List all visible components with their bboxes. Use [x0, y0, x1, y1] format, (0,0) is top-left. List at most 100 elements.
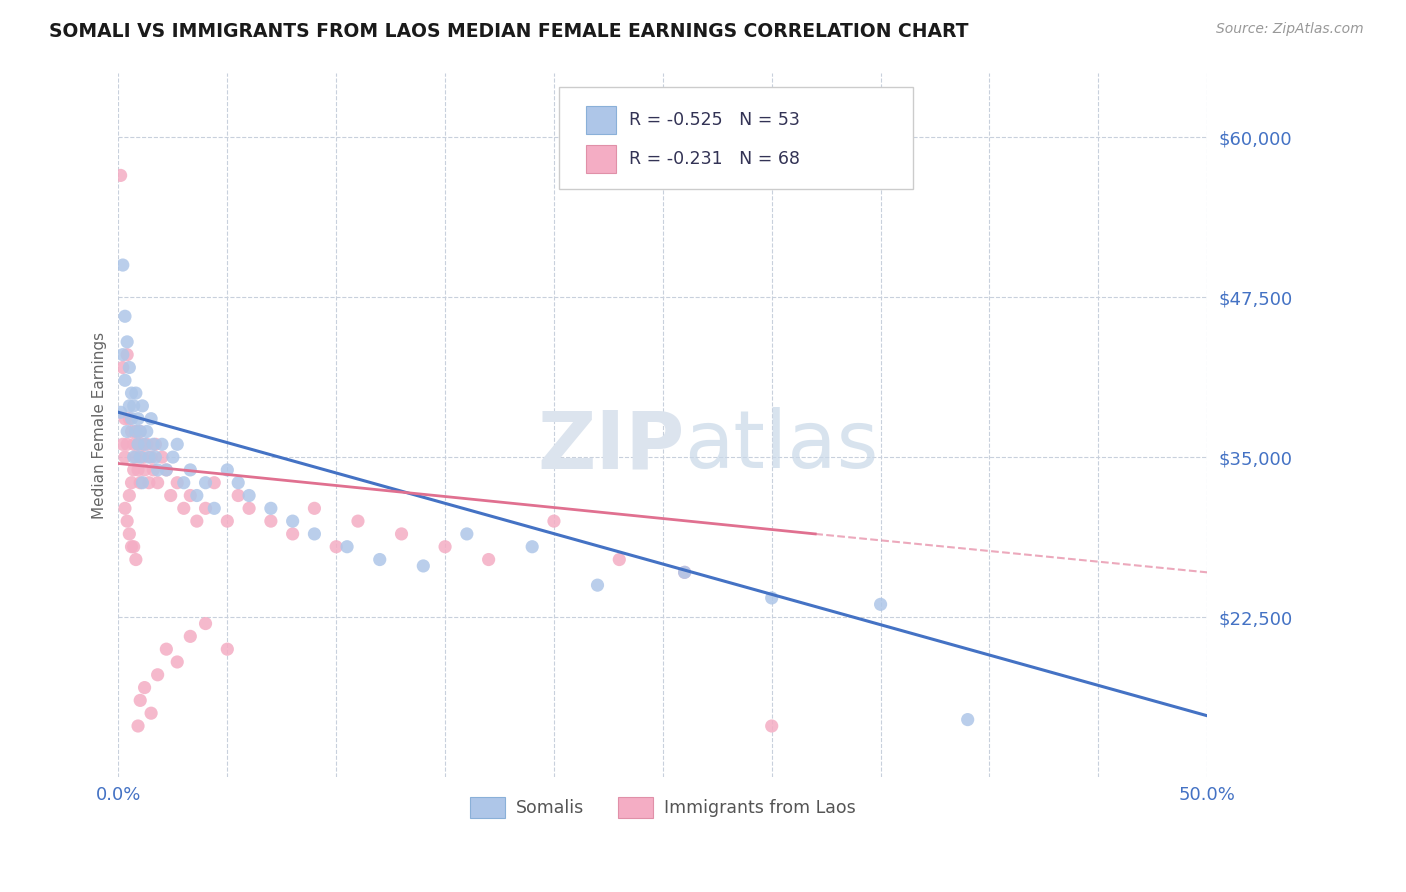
Point: [869, 598, 891, 612]
Point: [761, 591, 783, 605]
FancyBboxPatch shape: [560, 87, 914, 189]
Point: [347, 514, 370, 528]
Point: [673, 566, 696, 580]
Point: [150, 450, 173, 464]
Point: [131, 437, 153, 451]
Point: [146, 463, 169, 477]
Point: [260, 514, 283, 528]
Point: [166, 475, 188, 490]
Point: [129, 693, 152, 707]
Text: SOMALI VS IMMIGRANTS FROM LAOS MEDIAN FEMALE EARNINGS CORRELATION CHART: SOMALI VS IMMIGRANTS FROM LAOS MEDIAN FE…: [49, 22, 969, 41]
Bar: [585, 105, 616, 134]
Point: [173, 475, 195, 490]
Point: [179, 629, 201, 643]
Point: [543, 514, 565, 528]
Point: [166, 437, 188, 451]
Point: [110, 405, 132, 419]
Point: [125, 552, 148, 566]
Point: [456, 527, 478, 541]
Text: atlas: atlas: [685, 408, 879, 485]
Point: [155, 463, 177, 477]
Point: [127, 463, 149, 477]
Point: [145, 437, 167, 451]
Point: [202, 501, 225, 516]
Point: [145, 450, 167, 464]
Point: [114, 411, 136, 425]
Point: [179, 489, 201, 503]
Point: [125, 425, 148, 439]
Point: [121, 411, 143, 425]
Point: [110, 169, 132, 183]
Point: [194, 501, 217, 516]
Point: [673, 566, 696, 580]
Point: [114, 373, 136, 387]
Point: [217, 642, 239, 657]
Point: [111, 348, 134, 362]
Point: [114, 501, 136, 516]
Point: [186, 489, 208, 503]
Point: [131, 475, 153, 490]
Point: [118, 489, 141, 503]
Y-axis label: Median Female Earnings: Median Female Earnings: [93, 332, 107, 518]
Point: [304, 527, 326, 541]
Text: R = -0.525   N = 53: R = -0.525 N = 53: [628, 111, 800, 128]
Point: [281, 527, 304, 541]
Point: [127, 437, 149, 451]
Point: [202, 475, 225, 490]
Point: [260, 501, 283, 516]
Point: [118, 360, 141, 375]
Legend: Somalis, Immigrants from Laos: Somalis, Immigrants from Laos: [464, 789, 862, 825]
Point: [607, 552, 630, 566]
Point: [114, 450, 136, 464]
Point: [761, 719, 783, 733]
Bar: [585, 145, 616, 173]
Point: [118, 411, 141, 425]
Point: [122, 463, 145, 477]
Point: [139, 411, 162, 425]
Point: [127, 719, 149, 733]
Point: [115, 348, 138, 362]
Point: [412, 558, 434, 573]
Point: [135, 437, 157, 451]
Point: [142, 463, 165, 477]
Point: [129, 475, 152, 490]
Point: [138, 475, 160, 490]
Point: [127, 437, 149, 451]
Point: [125, 386, 148, 401]
Point: [129, 450, 152, 464]
Point: [139, 706, 162, 721]
Point: [226, 489, 249, 503]
Point: [121, 540, 143, 554]
Point: [118, 399, 141, 413]
Point: [131, 399, 153, 413]
Point: [127, 411, 149, 425]
Point: [121, 475, 143, 490]
Point: [434, 540, 457, 554]
Point: [121, 425, 143, 439]
Point: [111, 258, 134, 272]
Text: R = -0.231   N = 68: R = -0.231 N = 68: [628, 150, 800, 169]
Point: [114, 310, 136, 324]
Point: [281, 514, 304, 528]
Point: [194, 475, 217, 490]
Point: [121, 386, 143, 401]
Point: [226, 475, 249, 490]
Text: ZIP: ZIP: [537, 408, 685, 485]
Point: [118, 527, 141, 541]
Point: [134, 681, 156, 695]
Point: [115, 514, 138, 528]
Point: [478, 552, 501, 566]
Point: [586, 578, 609, 592]
Point: [155, 463, 177, 477]
Point: [111, 437, 134, 451]
Point: [336, 540, 359, 554]
Point: [122, 399, 145, 413]
Point: [179, 463, 201, 477]
Point: [159, 489, 181, 503]
Point: [135, 425, 157, 439]
Point: [217, 514, 239, 528]
Point: [122, 450, 145, 464]
Point: [134, 437, 156, 451]
Point: [142, 437, 165, 451]
Point: [368, 552, 391, 566]
